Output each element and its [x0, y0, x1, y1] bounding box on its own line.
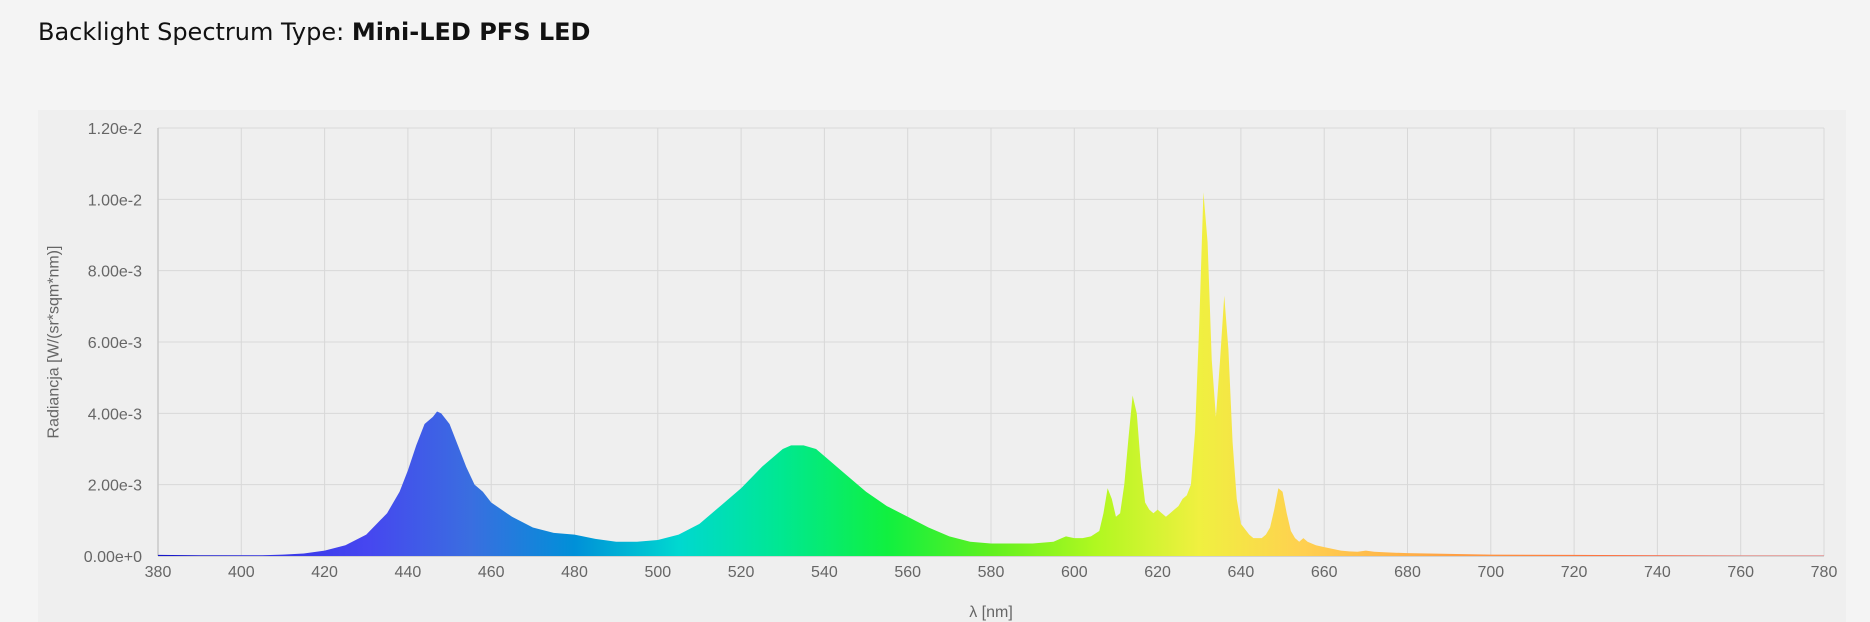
y-tick-label: 8.00e-3	[88, 264, 142, 281]
spectrum-type-heading: Backlight Spectrum Type: Mini-LED PFS LE…	[38, 18, 590, 46]
x-tick-label: 560	[894, 564, 921, 581]
x-tick-label: 700	[1477, 564, 1504, 581]
y-tick-label: 1.20e-2	[88, 121, 142, 138]
x-tick-label: 660	[1311, 564, 1338, 581]
x-tick-label: 720	[1561, 564, 1588, 581]
y-tick-label: 6.00e-3	[88, 335, 142, 352]
x-tick-label: 520	[728, 564, 755, 581]
x-tick-label: 540	[811, 564, 838, 581]
x-tick-label: 420	[311, 564, 338, 581]
x-tick-label: 580	[978, 564, 1005, 581]
x-tick-label: 640	[1228, 564, 1255, 581]
x-tick-label: 500	[644, 564, 671, 581]
x-tick-label: 400	[228, 564, 255, 581]
x-tick-label: 460	[478, 564, 505, 581]
y-tick-label: 0.00e+0	[84, 549, 142, 566]
spectrum-type-label: Backlight Spectrum Type:	[38, 18, 352, 46]
x-tick-label: 380	[145, 564, 172, 581]
x-tick-label: 760	[1727, 564, 1754, 581]
y-axis-title: Radiancja [W/(sr*sqm*nm)]	[46, 246, 63, 439]
x-tick-label: 440	[395, 564, 422, 581]
y-tick-labels: 0.00e+0 2.00e-3 4.00e-3 6.00e-3 8.00e-3 1.00e…	[84, 121, 142, 566]
x-tick-label: 780	[1811, 564, 1838, 581]
spectrum-chart: 380 400 420 440 460 480 500 520 540 560 580 600 620 6…	[46, 121, 1838, 621]
x-tick-labels: 380 400 420 440 460 480 500 520 540 560 580 600 620 6…	[145, 564, 1838, 581]
x-axis-title: λ [nm]	[969, 604, 1013, 621]
x-tick-label: 620	[1144, 564, 1171, 581]
chart-panel: 380 400 420 440 460 480 500 520 540 560 580 600 620 6…	[38, 110, 1846, 622]
x-tick-label: 680	[1394, 564, 1421, 581]
x-tick-label: 600	[1061, 564, 1088, 581]
y-tick-label: 4.00e-3	[88, 406, 142, 423]
y-tick-label: 2.00e-3	[88, 478, 142, 495]
x-tick-label: 740	[1644, 564, 1671, 581]
x-tick-label: 480	[561, 564, 588, 581]
spectrum-type-value: Mini-LED PFS LED	[351, 18, 591, 46]
y-tick-label: 1.00e-2	[88, 192, 142, 209]
